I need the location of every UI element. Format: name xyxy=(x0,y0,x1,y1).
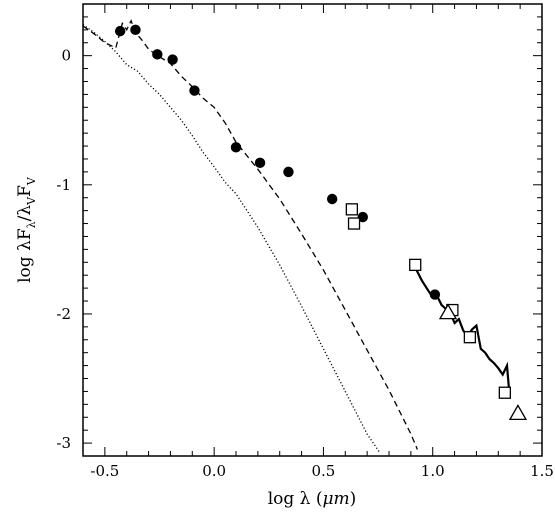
photometry-point xyxy=(230,142,242,153)
square-point xyxy=(498,386,511,399)
square-point xyxy=(347,217,361,230)
triangle-point xyxy=(438,303,458,320)
x-tick-label: -0.5 xyxy=(90,462,119,480)
photometry-point xyxy=(114,25,126,37)
x-tick-label: 0.5 xyxy=(311,462,335,480)
y-tick-label: 0 xyxy=(61,47,71,65)
photometry-point xyxy=(130,24,141,36)
plot-frame xyxy=(82,3,543,457)
x-tick-label: 1.5 xyxy=(530,462,554,480)
photometry-point xyxy=(429,289,441,300)
y-tick-label: -3 xyxy=(56,434,71,452)
data-markers xyxy=(114,24,528,421)
dotted-curve xyxy=(82,24,381,454)
y-tick-label: -2 xyxy=(56,305,71,323)
y-tick-label: -1 xyxy=(56,176,71,194)
axis-ticks: -0.5 0.0 0.5 1.0 1.5 0 -1 -2 -3 xyxy=(56,3,554,480)
photometry-point xyxy=(152,49,163,60)
x-axis-label: log λ (μm) xyxy=(268,489,357,509)
photometry-point xyxy=(254,157,266,169)
photometry-point xyxy=(283,166,294,178)
photometry-point xyxy=(326,193,338,205)
photometry-point xyxy=(167,54,178,65)
x-tick-label: 1.0 xyxy=(421,462,445,480)
y-axis-label: log λFλ/λVFV xyxy=(15,176,38,283)
triangle-point xyxy=(508,404,528,421)
photometry-point xyxy=(189,85,200,96)
x-tick-label: 0.0 xyxy=(202,462,226,480)
square-point xyxy=(463,331,477,344)
square-point xyxy=(345,203,358,216)
square-point xyxy=(409,258,422,272)
